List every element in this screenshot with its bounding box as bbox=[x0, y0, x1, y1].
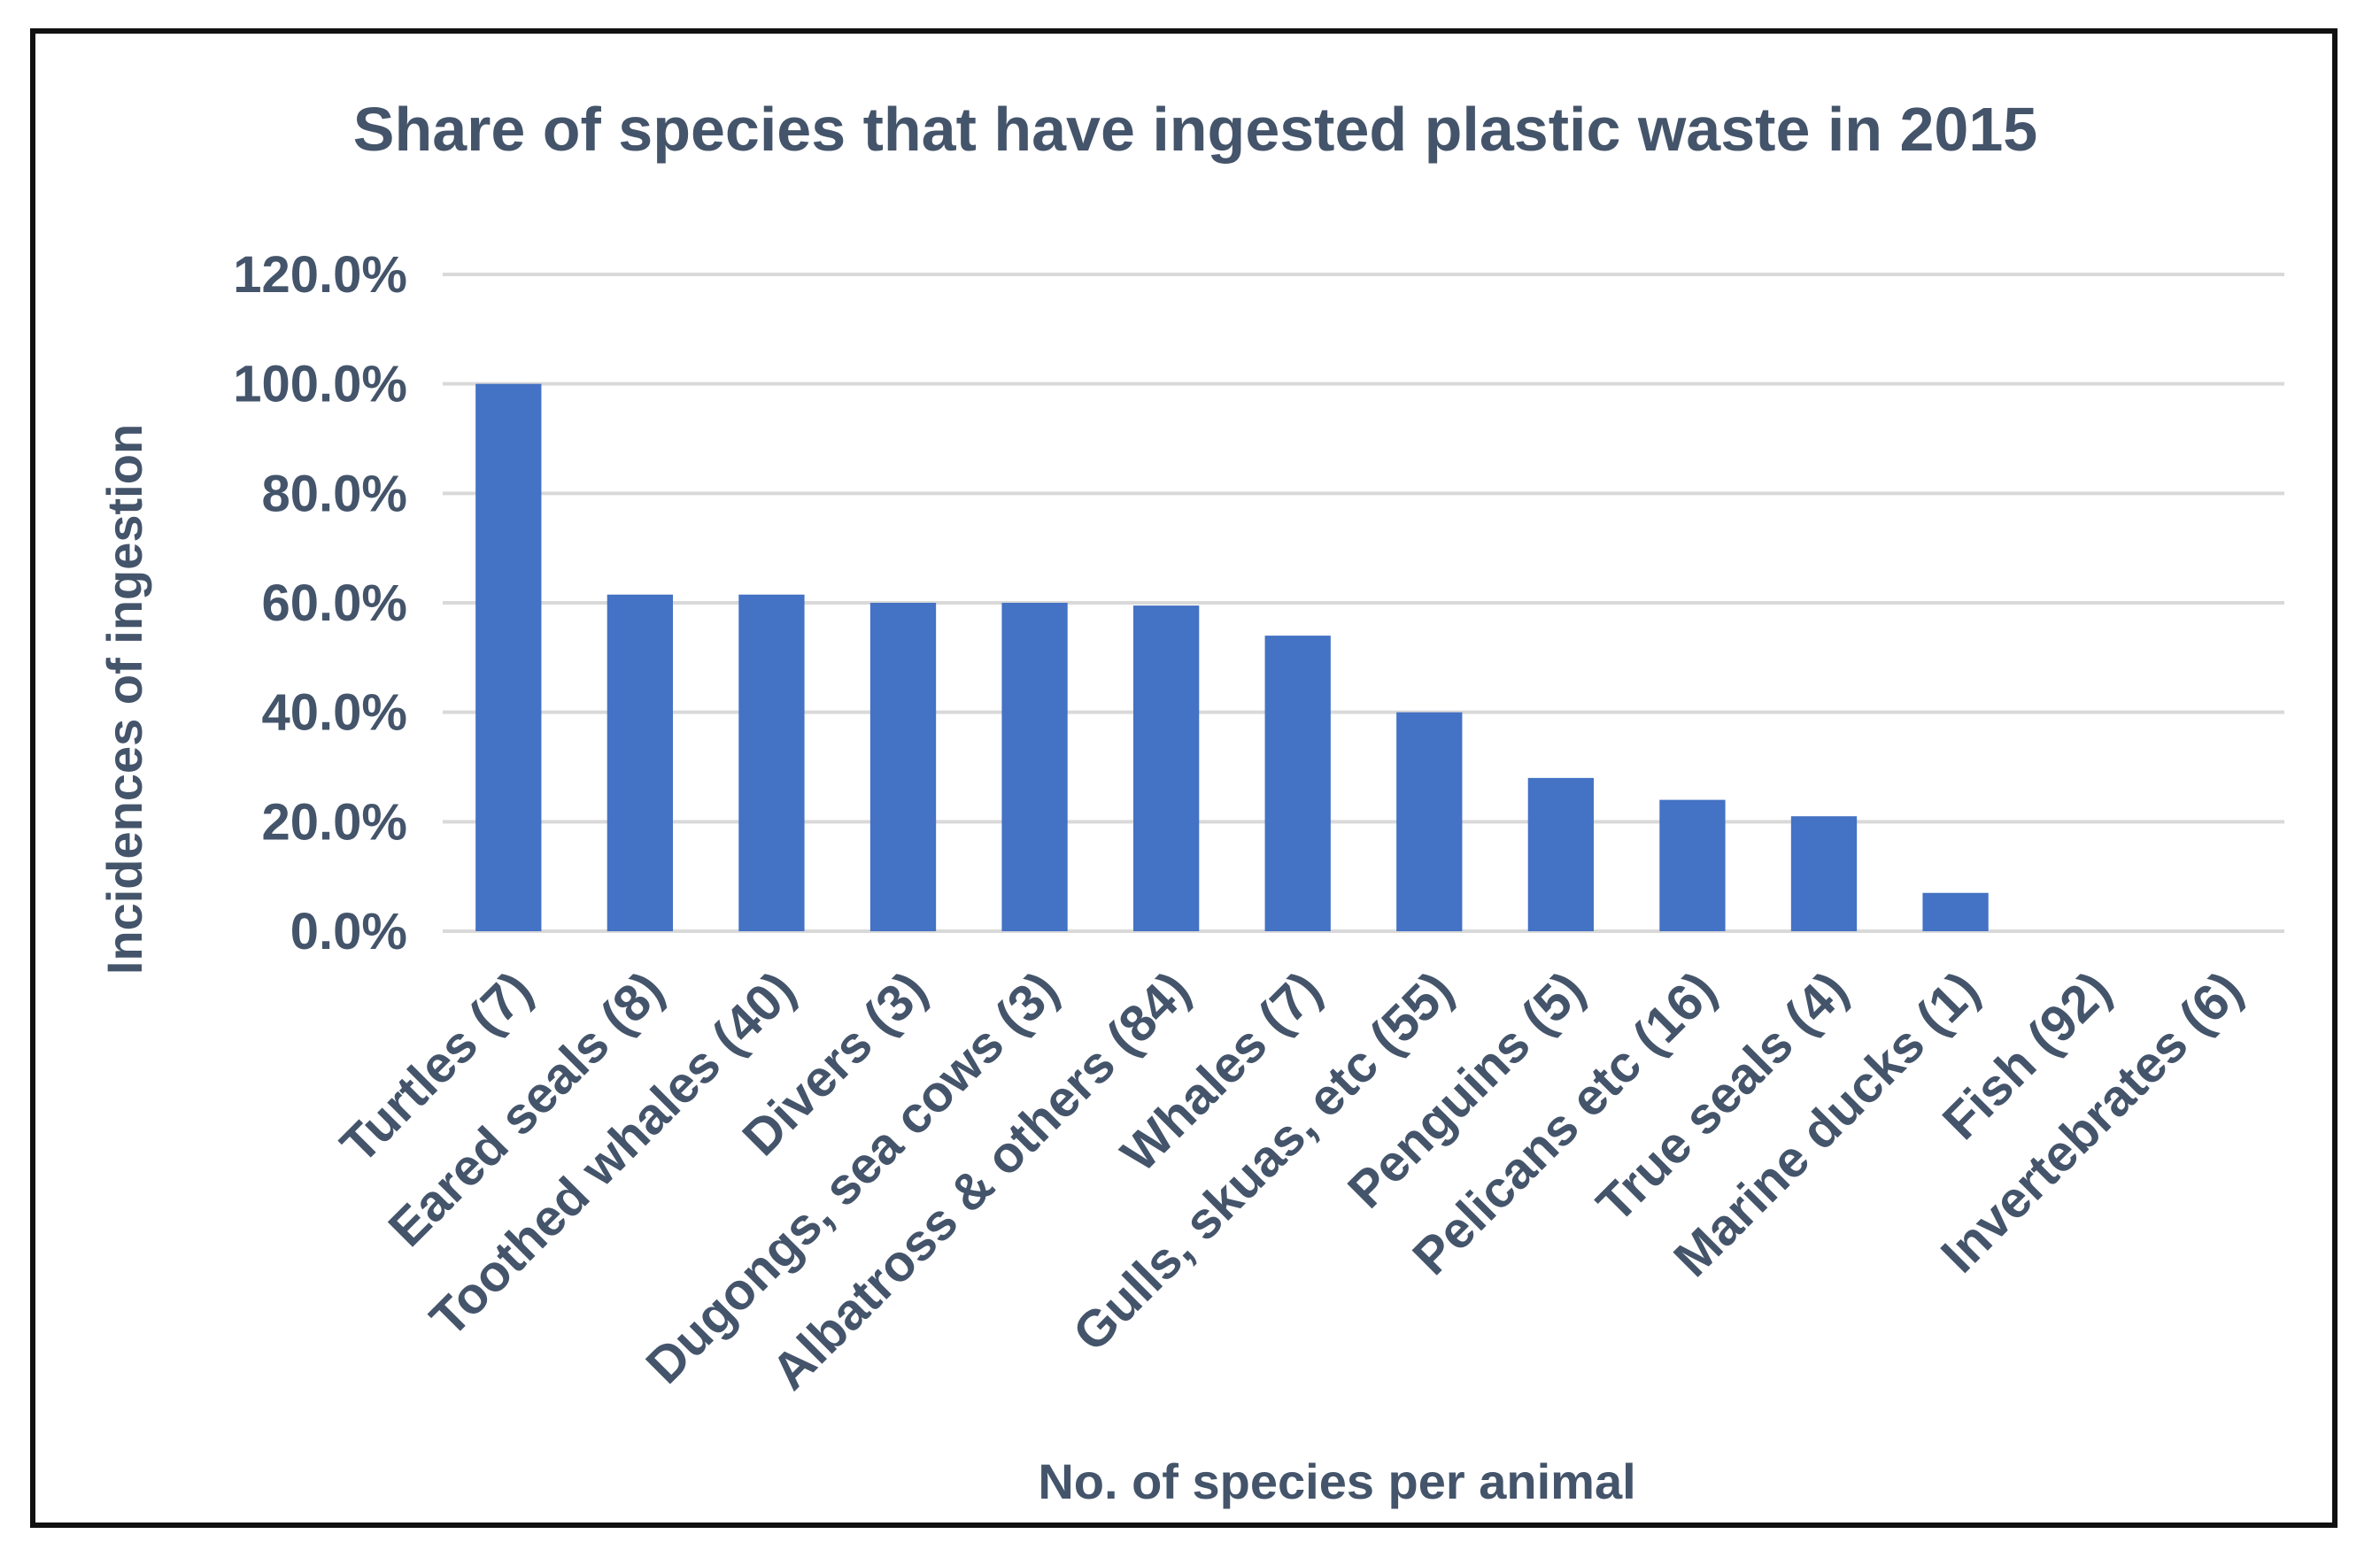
bar bbox=[738, 594, 805, 931]
y-axis-ticks: 0.0% 20.0% 40.0% 60.0% 80.0% 100.0% 120.0% bbox=[233, 246, 407, 960]
bar bbox=[1001, 603, 1068, 931]
bar bbox=[1527, 777, 1594, 931]
bar-chart: Share of species that have ingested plas… bbox=[97, 95, 2284, 1509]
bars bbox=[475, 383, 1989, 932]
y-tick-label: 80.0% bbox=[262, 465, 407, 522]
y-tick-label: 20.0% bbox=[262, 793, 407, 851]
gridlines bbox=[443, 273, 2284, 933]
x-axis-categories: Turtles (7)Eared seals (8)Toothed whales… bbox=[329, 960, 2253, 1400]
bar bbox=[1133, 605, 1200, 931]
bar bbox=[475, 383, 542, 932]
bar bbox=[869, 603, 937, 931]
y-tick-label: 0.0% bbox=[290, 903, 407, 960]
y-tick-label: 100.0% bbox=[233, 356, 407, 413]
bar bbox=[1922, 892, 1989, 931]
x-axis-title: No. of species per animal bbox=[1038, 1453, 1635, 1509]
y-tick-label: 40.0% bbox=[262, 684, 407, 742]
chart-frame: Share of species that have ingested plas… bbox=[30, 28, 2338, 1528]
bar bbox=[1396, 712, 1463, 931]
chart-title: Share of species that have ingested plas… bbox=[353, 95, 2037, 164]
bar bbox=[1659, 799, 1726, 931]
bar bbox=[1264, 636, 1331, 931]
y-axis-title: Incidences of ingestion bbox=[97, 424, 152, 975]
y-tick-label: 60.0% bbox=[262, 574, 407, 632]
y-tick-label: 120.0% bbox=[233, 246, 407, 304]
bar bbox=[1790, 816, 1858, 931]
bar bbox=[607, 594, 673, 931]
